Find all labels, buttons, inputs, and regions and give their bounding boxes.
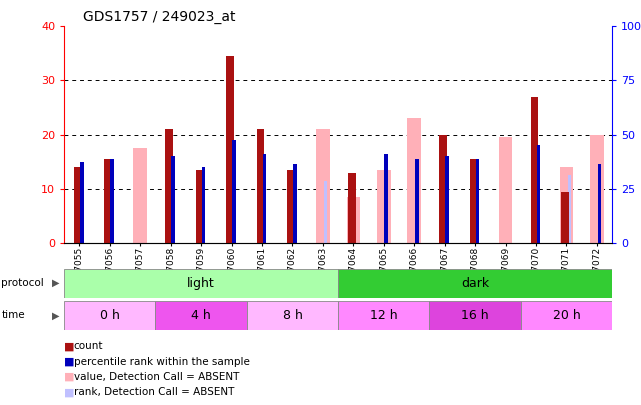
- Text: 16 h: 16 h: [462, 309, 489, 322]
- Bar: [568, 175, 571, 243]
- Text: light: light: [187, 277, 215, 290]
- Text: ■: ■: [64, 357, 74, 367]
- Bar: [499, 137, 512, 243]
- Bar: [520, 301, 612, 330]
- Bar: [347, 197, 360, 243]
- Text: ■: ■: [64, 372, 74, 382]
- Text: ▶: ▶: [52, 278, 60, 288]
- Text: 4 h: 4 h: [191, 309, 211, 322]
- Bar: [155, 301, 247, 330]
- Bar: [171, 156, 175, 243]
- Text: ■: ■: [64, 341, 74, 351]
- Bar: [202, 167, 205, 243]
- Bar: [537, 145, 540, 243]
- Bar: [561, 192, 569, 243]
- Bar: [531, 97, 538, 243]
- Bar: [348, 173, 356, 243]
- Text: 8 h: 8 h: [283, 309, 303, 322]
- Bar: [429, 301, 520, 330]
- Bar: [560, 167, 573, 243]
- Bar: [293, 164, 297, 243]
- Bar: [232, 140, 236, 243]
- Text: percentile rank within the sample: percentile rank within the sample: [74, 357, 249, 367]
- Text: 12 h: 12 h: [370, 309, 397, 322]
- Text: dark: dark: [461, 277, 489, 290]
- Bar: [445, 156, 449, 243]
- Text: time: time: [1, 311, 25, 320]
- Text: rank, Detection Call = ABSENT: rank, Detection Call = ABSENT: [74, 388, 234, 397]
- Bar: [165, 129, 173, 243]
- Bar: [196, 170, 203, 243]
- Bar: [287, 170, 295, 243]
- Text: ■: ■: [64, 388, 74, 397]
- Bar: [133, 148, 147, 243]
- Text: value, Detection Call = ABSENT: value, Detection Call = ABSENT: [74, 372, 239, 382]
- Bar: [476, 159, 479, 243]
- Bar: [470, 159, 478, 243]
- Bar: [263, 153, 266, 243]
- Bar: [338, 301, 429, 330]
- Bar: [226, 56, 234, 243]
- Bar: [415, 159, 419, 243]
- Text: ▶: ▶: [52, 311, 60, 320]
- Bar: [439, 134, 447, 243]
- Bar: [338, 269, 612, 298]
- Text: 20 h: 20 h: [553, 309, 580, 322]
- Text: 0 h: 0 h: [100, 309, 120, 322]
- Bar: [377, 170, 390, 243]
- Bar: [324, 181, 328, 243]
- Text: protocol: protocol: [1, 278, 44, 288]
- Bar: [110, 159, 114, 243]
- Text: GDS1757 / 249023_at: GDS1757 / 249023_at: [83, 10, 236, 24]
- Bar: [104, 159, 112, 243]
- Bar: [590, 134, 604, 243]
- Bar: [64, 301, 155, 330]
- Bar: [80, 162, 83, 243]
- Bar: [256, 129, 264, 243]
- Bar: [385, 153, 388, 243]
- Bar: [247, 301, 338, 330]
- Bar: [408, 118, 421, 243]
- Bar: [597, 164, 601, 243]
- Bar: [316, 129, 329, 243]
- Bar: [74, 167, 81, 243]
- Bar: [64, 269, 338, 298]
- Text: count: count: [74, 341, 103, 351]
